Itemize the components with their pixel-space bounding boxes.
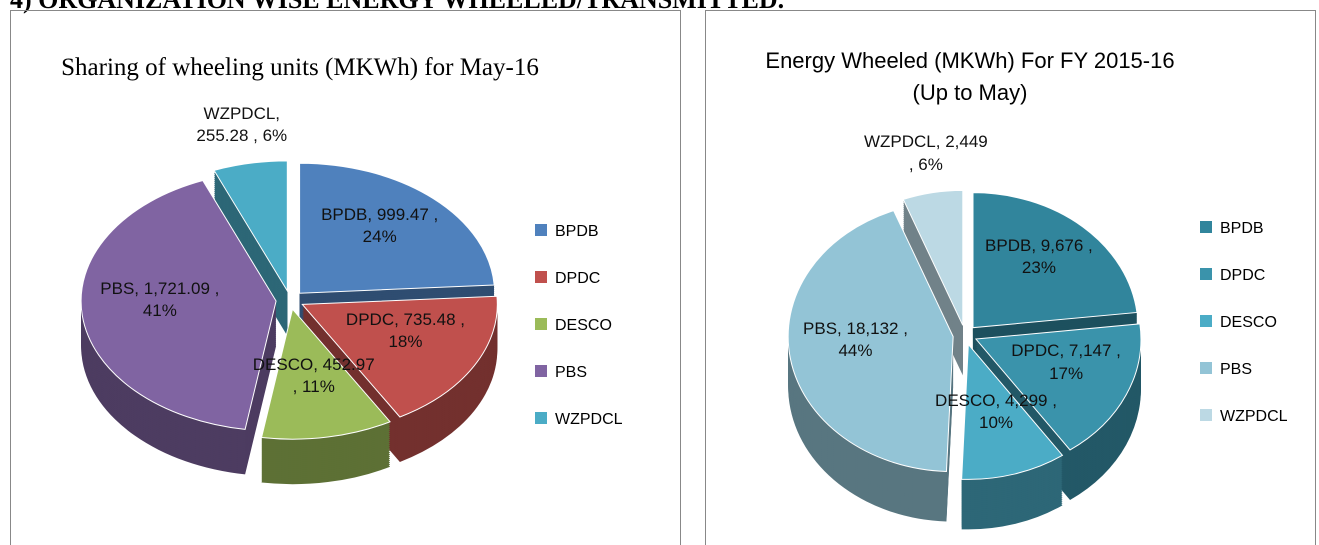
pie-slice (213, 160, 288, 293)
pie-slice (260, 308, 391, 440)
data-label-box: DPDC, 7,147 , 17% (1011, 341, 1121, 383)
legend-swatch (1200, 221, 1212, 233)
heading: 4) ORGANIZATION WISE ENERGY WHEELED/TRAN… (10, 0, 784, 14)
data-label: PBS, 1,721.09 , 41% (100, 278, 220, 320)
data-label: DESCO, 452.97 , 11% (252, 354, 375, 396)
legend-swatch (1200, 409, 1212, 421)
legend-swatch (535, 365, 547, 377)
pie-slice (80, 179, 277, 430)
data-label-box: WZPDCL, 2,449 , 6% (863, 132, 988, 174)
pie-slice (902, 189, 964, 326)
legend-label: BPDB (555, 223, 599, 240)
legend-label: BPDB (1220, 220, 1264, 237)
data-label: DPDC, 735.48 , 18% (345, 310, 465, 352)
pie-slice (787, 210, 954, 473)
pie-slice (974, 323, 1142, 451)
data-label: BPDB, 9,676 , 23% (985, 236, 1093, 278)
data-label: DPDC, 7,147 , 17% (1011, 341, 1121, 383)
data-label-box: DESCO, 452.97 , 11% (252, 354, 375, 396)
pie-slice (972, 192, 1138, 329)
legend-swatch (535, 318, 547, 330)
data-label: WZPDCL, 255.28 , 6% (196, 104, 288, 146)
legend-label: DPDC (1220, 267, 1265, 284)
pie-slice (961, 343, 1064, 480)
chart-title: Energy Wheeled (MKWh) For FY 2015-16 (765, 48, 1174, 73)
data-label-box: DESCO, 4,299 , 10% (935, 391, 1057, 433)
legend-label: PBS (555, 364, 587, 381)
legend-label: WZPDCL (555, 411, 623, 428)
data-label-box: PBS, 1,721.09 , 41% (100, 278, 220, 320)
legend-label: DESCO (555, 317, 612, 334)
data-label: DESCO, 4,299 , 10% (935, 391, 1057, 433)
legend-swatch (535, 224, 547, 236)
data-label-box: DPDC, 735.48 , 18% (345, 310, 465, 352)
data-label: PBS, 18,132 , 44% (803, 318, 908, 360)
chart-subtitle: (Up to May) (913, 80, 1028, 105)
legend-label: DPDC (555, 270, 600, 287)
data-label-box: BPDB, 9,676 , 23% (985, 236, 1093, 278)
data-label: WZPDCL, 2,449 , 6% (863, 132, 988, 174)
legend-label: WZPDCL (1220, 408, 1288, 425)
data-label-box: BPDB, 999.47 , 24% (321, 205, 439, 247)
legend-label: PBS (1220, 361, 1252, 378)
legend-swatch (1200, 268, 1212, 280)
chart-frame (10, 10, 681, 545)
legend-swatch (535, 271, 547, 283)
legend-label: DESCO (1220, 314, 1277, 331)
legend-swatch (1200, 362, 1212, 374)
data-label-box: PBS, 18,132 , 44% (803, 318, 908, 360)
chart-title: Sharing of wheeling units (MKWh) for May… (61, 54, 539, 81)
chart-frame (705, 10, 1316, 545)
legend-swatch (535, 412, 547, 424)
data-label: BPDB, 999.47 , 24% (321, 205, 439, 247)
pie-slice (299, 162, 495, 294)
pie-slice (301, 295, 498, 418)
legend-swatch (1200, 315, 1212, 327)
data-label-box: WZPDCL, 255.28 , 6% (196, 104, 288, 146)
